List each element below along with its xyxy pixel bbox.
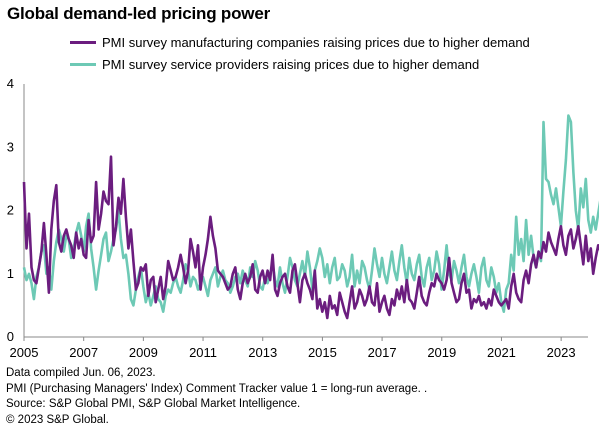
y-tick-label: 3 (7, 139, 14, 154)
series-layer (22, 114, 599, 320)
legend-label-services: PMI survey service providers raising pri… (102, 56, 480, 72)
x-tick-label: 2011 (189, 345, 217, 360)
legend-swatch-manufacturing (70, 40, 96, 44)
footer-note: PMI (Purchasing Managers' Index) Comment… (6, 382, 428, 395)
y-tick-labels: 0 1 2 3 4 (7, 76, 14, 344)
x-tick-label: 2021 (487, 345, 516, 360)
chart-footer: Data compiled Jun. 06, 2023. PMI (Purcha… (6, 366, 427, 428)
legend-swatch-services (70, 62, 96, 66)
footer-data-compiled: Data compiled Jun. 06, 2023. (6, 367, 156, 379)
x-tick-label: 2009 (129, 345, 158, 360)
y-tick-label: 2 (7, 203, 14, 218)
legend-item-services: PMI survey service providers raising pri… (70, 53, 530, 75)
x-tick-label: 2007 (69, 345, 98, 360)
x-tick-label: 2015 (308, 345, 337, 360)
series-line-manufacturing (22, 155, 599, 320)
legend-item-manufacturing: PMI survey manufacturing companies raisi… (70, 31, 530, 53)
x-tick-label: 2019 (427, 345, 456, 360)
chart-title: Global demand-led pricing power (7, 4, 270, 23)
x-tick-labels: 2005 2007 2009 2011 2013 2015 2017 2019 2021 2023 (10, 337, 576, 360)
x-tick-label: 2023 (547, 345, 576, 360)
x-tick-label: 2013 (248, 345, 277, 360)
legend-label-manufacturing: PMI survey manufacturing companies raisi… (102, 34, 530, 50)
x-tick-label: 2017 (368, 345, 397, 360)
y-tick-label: 4 (7, 76, 14, 91)
chart-legend: PMI survey manufacturing companies raisi… (70, 31, 530, 75)
footer-source: Source: S&P Global PMI, S&P Global Marke… (6, 398, 301, 410)
footer-copyright: © 2023 S&P Global. (6, 413, 109, 426)
x-tick-label: 2005 (10, 345, 39, 360)
y-tick-label: 1 (7, 266, 14, 281)
series-line-services (22, 114, 599, 314)
y-tick-label: 0 (7, 329, 14, 344)
